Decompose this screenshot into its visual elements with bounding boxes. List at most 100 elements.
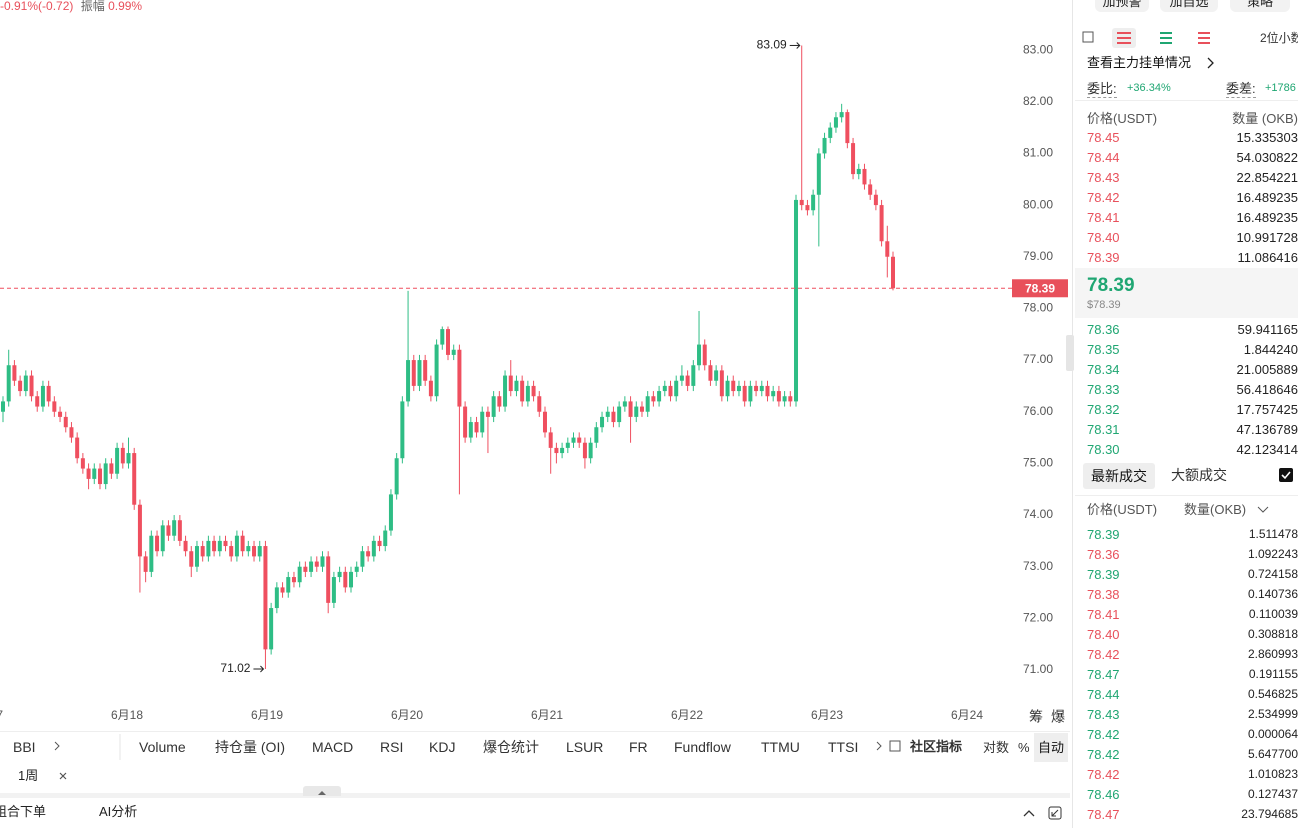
candle-body <box>23 375 28 392</box>
candle-body <box>269 608 274 650</box>
candle-body <box>873 194 878 206</box>
indicator-tab[interactable]: FR <box>629 739 648 755</box>
candle-body <box>217 540 222 552</box>
x-tick-label: 6月21 <box>531 708 563 722</box>
candle-body <box>457 349 462 407</box>
chevron <box>1257 506 1269 513</box>
book-price: 78.33 <box>1087 382 1120 397</box>
candle-body <box>525 385 530 402</box>
trades-price-header: 价格(USDT) <box>1087 502 1158 517</box>
log-scale[interactable]: 对数 <box>983 740 1010 755</box>
candle-body <box>497 396 502 407</box>
x-tick-label: 7 <box>0 708 3 722</box>
candle-body <box>491 396 496 417</box>
indicator-tab[interactable]: 爆仓统计 <box>483 739 539 755</box>
candle-body <box>725 380 730 397</box>
collapse-handle[interactable] <box>1066 335 1074 371</box>
candle-body <box>80 458 85 469</box>
splitter-handle[interactable] <box>303 786 341 796</box>
trade-qty: 0.000064 <box>1247 727 1298 741</box>
candle-body <box>388 494 393 531</box>
candle-body <box>246 546 251 552</box>
chevron <box>876 741 882 751</box>
candle-body <box>485 411 490 417</box>
indicator-tab[interactable]: BBI <box>13 739 36 755</box>
book-price: 78.40 <box>1087 230 1120 245</box>
book-price: 78.35 <box>1087 342 1120 357</box>
book-price: 78.41 <box>1087 210 1120 225</box>
indicator-tab[interactable]: Volume <box>139 739 186 755</box>
candle-body <box>622 401 627 407</box>
candle-body <box>634 406 639 417</box>
candle-body <box>263 546 268 650</box>
candle-body <box>611 411 616 423</box>
candle-body <box>668 385 673 397</box>
footer-icons[interactable] <box>1022 806 1072 820</box>
view-icon <box>1117 32 1131 44</box>
candle-body <box>685 375 690 386</box>
timeframe[interactable]: 1周 <box>18 768 39 783</box>
candle-body <box>172 520 177 536</box>
trade-qty: 5.647700 <box>1247 747 1298 761</box>
candle-body <box>160 525 165 552</box>
trades-tab[interactable]: 最新成交 <box>1083 463 1155 489</box>
candle-body <box>816 153 821 195</box>
indicator-tab[interactable]: MACD <box>312 739 354 755</box>
community-indicators[interactable]: 社区指标 <box>910 739 963 754</box>
book-view-icons[interactable] <box>1080 28 1220 48</box>
action-button[interactable]: 加自选 <box>1160 0 1218 12</box>
dropdown-icon[interactable] <box>1257 505 1269 515</box>
book-price: 78.39 <box>1087 250 1120 265</box>
trade-price: 78.36 <box>1087 547 1120 562</box>
candle-body <box>177 520 182 541</box>
close-icon[interactable] <box>58 771 68 781</box>
indicator-tab[interactable]: RSI <box>380 739 404 755</box>
checkbox[interactable] <box>1279 468 1293 482</box>
mid-price: 78.39 <box>1087 275 1135 296</box>
combo-order[interactable]: 组合下单 <box>0 804 47 819</box>
action-button[interactable]: 策略 <box>1230 0 1290 12</box>
indicator-tab[interactable]: TTMU <box>761 739 800 755</box>
indicator-tab[interactable]: 持仓量 (OI) <box>215 739 285 755</box>
percent-scale[interactable]: % <box>1018 740 1030 755</box>
candle-body <box>320 556 325 567</box>
candle-body <box>366 551 371 557</box>
candle-body <box>411 360 416 386</box>
candle-body <box>137 504 142 557</box>
book-price: 78.44 <box>1087 150 1120 165</box>
candle-body <box>200 546 205 557</box>
splitter[interactable] <box>0 793 1070 798</box>
indicator-tab[interactable]: TTSI <box>828 739 859 755</box>
candle-body <box>628 401 633 417</box>
x-tick-label: 6月23 <box>811 708 843 722</box>
book-qty: 21.005889 <box>1236 362 1298 377</box>
book-qty: 59.941165 <box>1237 322 1298 337</box>
indicator-tab[interactable]: Fundflow <box>674 739 731 755</box>
ai-analysis[interactable]: AI分析 <box>99 804 138 819</box>
candle-body <box>537 396 542 412</box>
main-orders-link[interactable]: 查看主力挂单情况 <box>1087 55 1192 70</box>
candle-body <box>782 396 787 402</box>
auto-scale[interactable]: 自动 <box>1034 733 1069 762</box>
candle-body <box>343 571 348 588</box>
book-qty: 11.086416 <box>1237 250 1298 265</box>
candle-body <box>651 396 656 402</box>
decimals[interactable]: 2位小数 <box>1260 31 1298 45</box>
trade-price: 78.42 <box>1087 747 1120 762</box>
min-marker: 71.02 <box>220 661 250 675</box>
candle-body <box>885 241 890 257</box>
large-trades-tab[interactable]: 大额成交 <box>1171 467 1227 483</box>
trade-qty: 2.860993 <box>1247 647 1298 661</box>
candle-body <box>97 468 102 485</box>
candle-body <box>508 375 513 392</box>
indicator-tab[interactable]: KDJ <box>429 739 456 755</box>
indicator-tab[interactable]: LSUR <box>566 739 604 755</box>
trades-qty-header[interactable]: 数量(OKB) <box>1184 502 1247 517</box>
candle-body <box>759 385 764 392</box>
candle-body <box>6 365 11 402</box>
book-qty: 15.335303 <box>1236 130 1298 145</box>
candle-body <box>754 385 759 392</box>
trade-qty: 1.511478 <box>1248 527 1298 541</box>
action-button[interactable]: 加预警 <box>1095 0 1149 12</box>
